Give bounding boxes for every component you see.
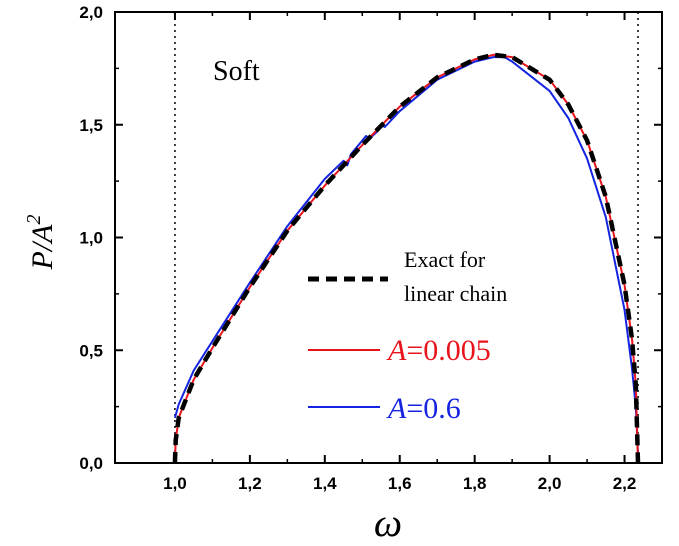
x-tick-label-1: 1,2 [238,474,262,493]
ticks-layer: 1,0 1,2 1,4 1,6 1,8 2,0 2,2 0,0 0,5 1,0 1,5 2,0 [79,3,662,493]
series-layer [172,52,641,464]
x-tick-label-5: 2,0 [538,474,562,493]
series-line-exact [172,52,641,464]
x-tick-label-3: 1,6 [388,474,412,493]
legend-label-exact-line1: Exact for [404,247,486,272]
annotation-soft: Soft [213,56,260,87]
y-tick-label-4: 2,0 [79,3,103,22]
x-axis-title: ω [374,500,402,545]
legend-label-a005: A=0.005 [386,334,491,367]
y-axis-title: P/A2 [23,215,59,271]
y-tick-label-3: 1,5 [79,116,103,135]
y-tick-label-0: 0,0 [79,454,103,473]
x-tick-label-2: 1,4 [313,474,337,493]
x-tick-label-0: 1,0 [163,474,187,493]
legend-label-a06: A=0.6 [386,392,461,425]
x-tick-label-6: 2,2 [613,474,637,493]
legend: Exact for linear chain A=0.005 A=0.6 [308,247,507,425]
x-tick-label-4: 1,8 [463,474,487,493]
y-tick-label-1: 0,5 [79,341,103,360]
legend-label-exact-line2: linear chain [404,281,507,306]
y-tick-label-2: 1,0 [79,229,103,248]
